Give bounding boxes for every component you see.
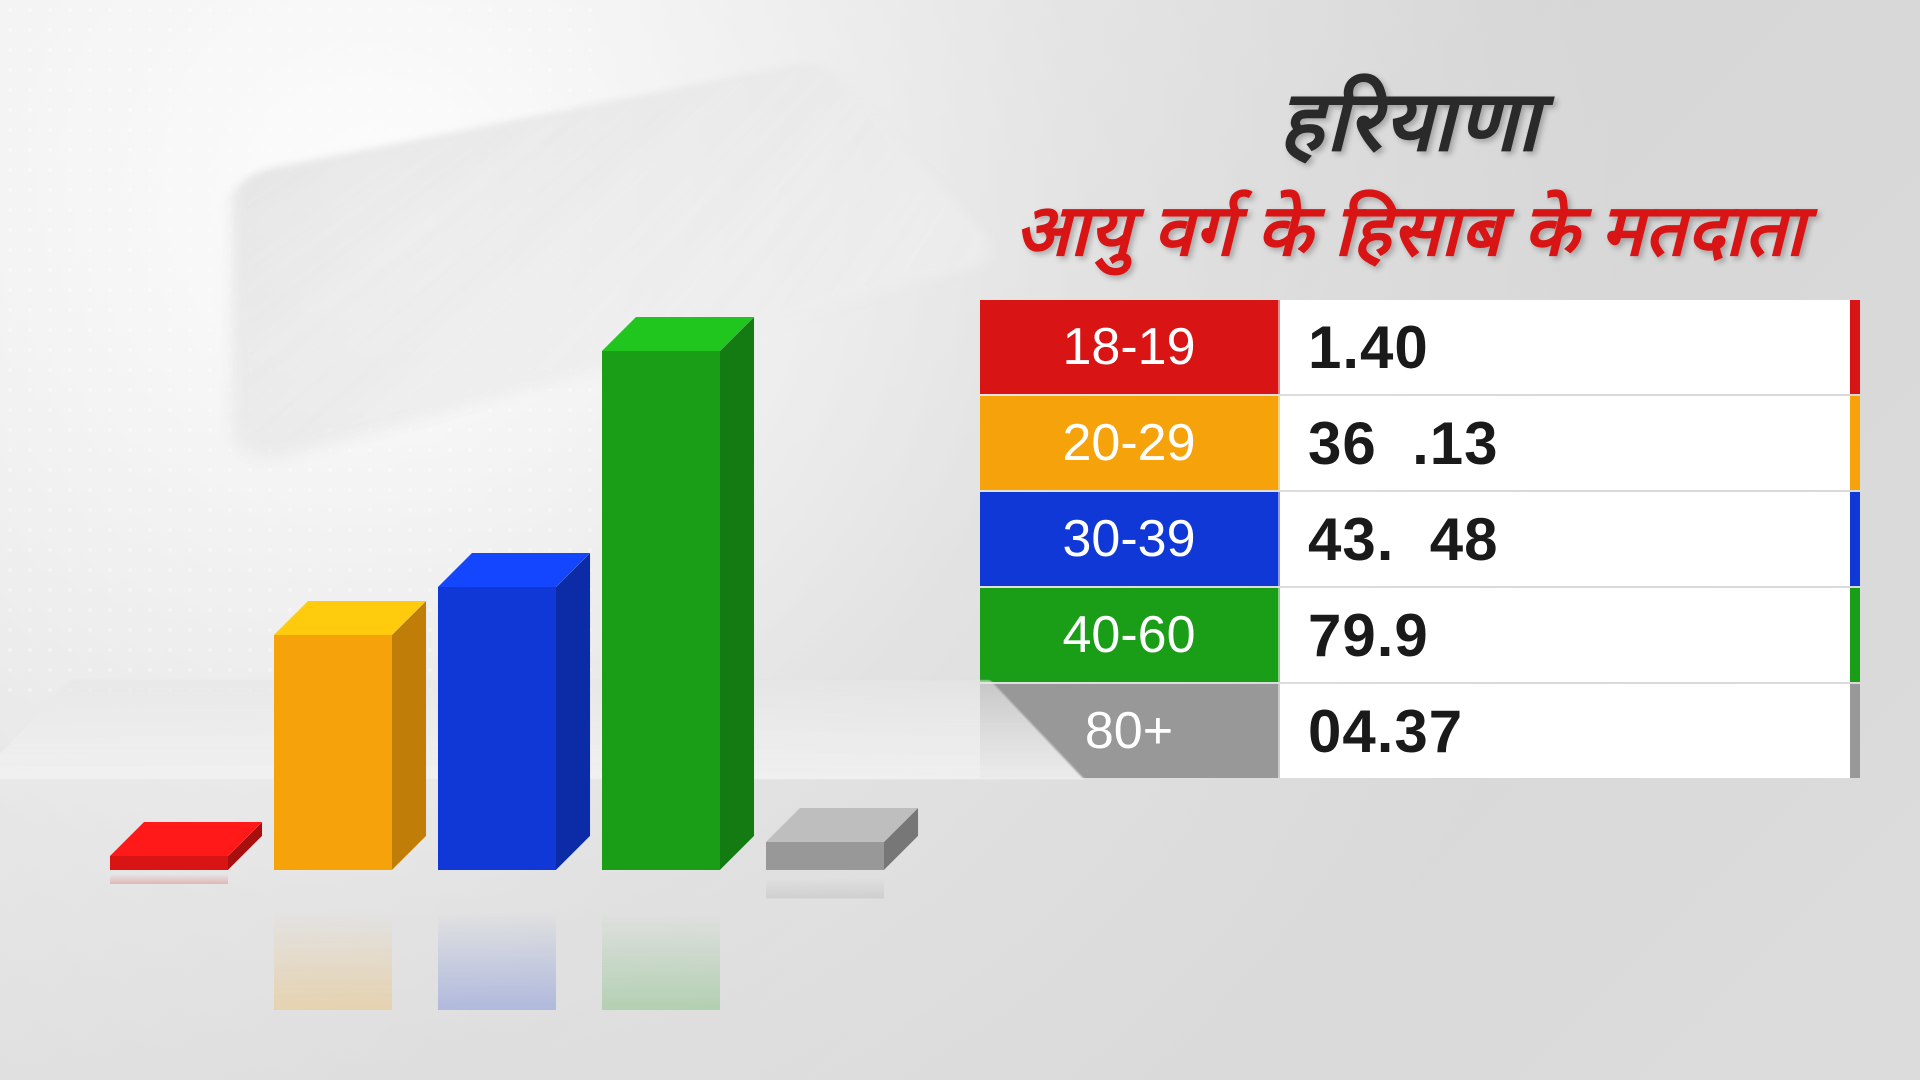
value-cell: 1.40 [1280, 300, 1860, 394]
value-cell: 36 .13 [1280, 396, 1860, 490]
title-block: हरियाणा आयु वर्ग के हिसाब के मतदाता [960, 60, 1860, 277]
bar [766, 842, 884, 870]
bar [602, 351, 720, 870]
bar-side [720, 317, 754, 870]
title-subtitle: आयु वर्ग के हिसाब के मतदाता [960, 179, 1860, 277]
bar [438, 587, 556, 870]
data-table: 18-191.4020-2936 .1330-3943. 4840-6079.9… [980, 300, 1860, 780]
category-cell: 30-39 [980, 492, 1280, 586]
bar-chart [110, 310, 930, 870]
category-cell: 40-60 [980, 588, 1280, 682]
bar-front [766, 842, 884, 870]
table-row: 20-2936 .13 [980, 396, 1860, 490]
bar-reflection [766, 870, 884, 898]
bar-reflection [602, 870, 720, 1010]
value-cell: 79.9 [1280, 588, 1860, 682]
category-cell: 18-19 [980, 300, 1280, 394]
bar-front [438, 587, 556, 870]
table-row: 80+04.37 [980, 684, 1860, 778]
bar-reflection [110, 870, 228, 884]
value-cell: 04.37 [1280, 684, 1860, 778]
bar-front [110, 856, 228, 870]
table-row: 30-3943. 48 [980, 492, 1860, 586]
bar-side [392, 601, 426, 870]
bar [274, 635, 392, 870]
bar [110, 856, 228, 870]
bar-front [274, 635, 392, 870]
value-cell: 43. 48 [1280, 492, 1860, 586]
bar-reflection [274, 870, 392, 1010]
table-row: 40-6079.9 [980, 588, 1860, 682]
title-state: हरियाणा [960, 60, 1860, 175]
bar-side [556, 553, 590, 870]
table-row: 18-191.40 [980, 300, 1860, 394]
bar-front [602, 351, 720, 870]
category-cell: 20-29 [980, 396, 1280, 490]
bar-reflection [438, 870, 556, 1010]
